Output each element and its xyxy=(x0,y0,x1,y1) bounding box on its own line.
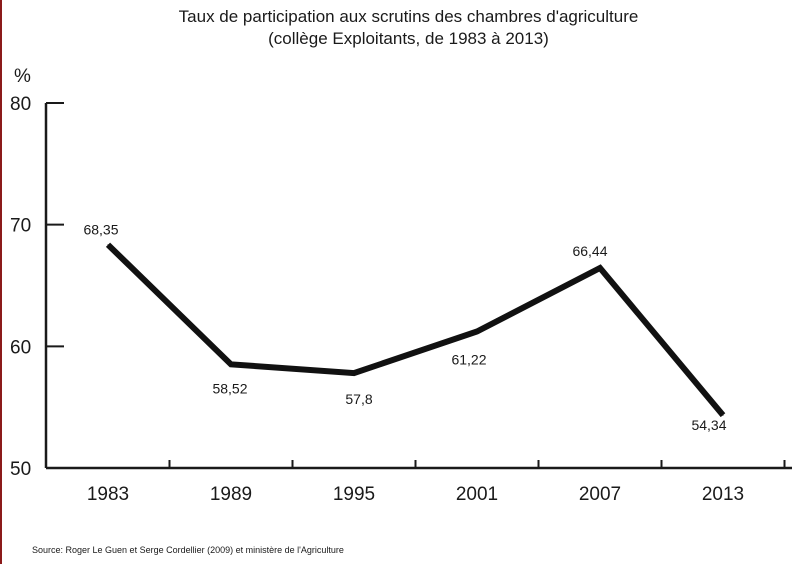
series-line xyxy=(105,242,726,418)
data-label: 66,44 xyxy=(572,243,607,259)
data-point xyxy=(230,363,232,365)
data-label: 68,35 xyxy=(83,222,118,238)
axes xyxy=(44,103,792,470)
x-tick-label: 1983 xyxy=(87,484,129,505)
data-label: 57,8 xyxy=(345,391,372,407)
x-ticks: 1983 1989 1995 2001 2007 2013 xyxy=(87,460,786,505)
y-ticks: 50 60 70 80 xyxy=(10,94,64,480)
data-label: 54,34 xyxy=(691,417,726,433)
chart-title: Taux de participation aux scrutins des c… xyxy=(178,7,639,26)
chart-subtitle: (collège Exploitants, de 1983 à 2013) xyxy=(268,29,549,48)
data-point xyxy=(353,372,355,374)
data-label: 58,52 xyxy=(212,380,247,396)
y-tick-label: 80 xyxy=(10,94,31,115)
y-tick-label: 70 xyxy=(10,216,31,237)
x-tick-label: 2007 xyxy=(579,484,621,505)
data-labels: 68,35 58,52 57,8 61,22 66,44 54,34 xyxy=(83,222,726,433)
x-tick-label: 2013 xyxy=(702,484,744,505)
y-axis-label: % xyxy=(14,66,31,87)
data-point xyxy=(476,330,478,332)
data-point xyxy=(722,414,724,416)
data-point xyxy=(599,267,601,269)
data-point xyxy=(107,244,109,246)
x-tick-label: 1995 xyxy=(333,484,375,505)
x-tick-label: 2001 xyxy=(456,484,498,505)
source-note: Source: Roger Le Guen et Serge Cordellie… xyxy=(32,545,344,555)
series-group xyxy=(105,242,726,418)
x-tick-label: 1989 xyxy=(210,484,252,505)
chart-title-block: Taux de participation aux scrutins des c… xyxy=(2,6,793,50)
y-tick-label: 60 xyxy=(10,337,31,358)
data-label: 61,22 xyxy=(451,351,486,367)
y-tick-label: 50 xyxy=(10,459,31,480)
